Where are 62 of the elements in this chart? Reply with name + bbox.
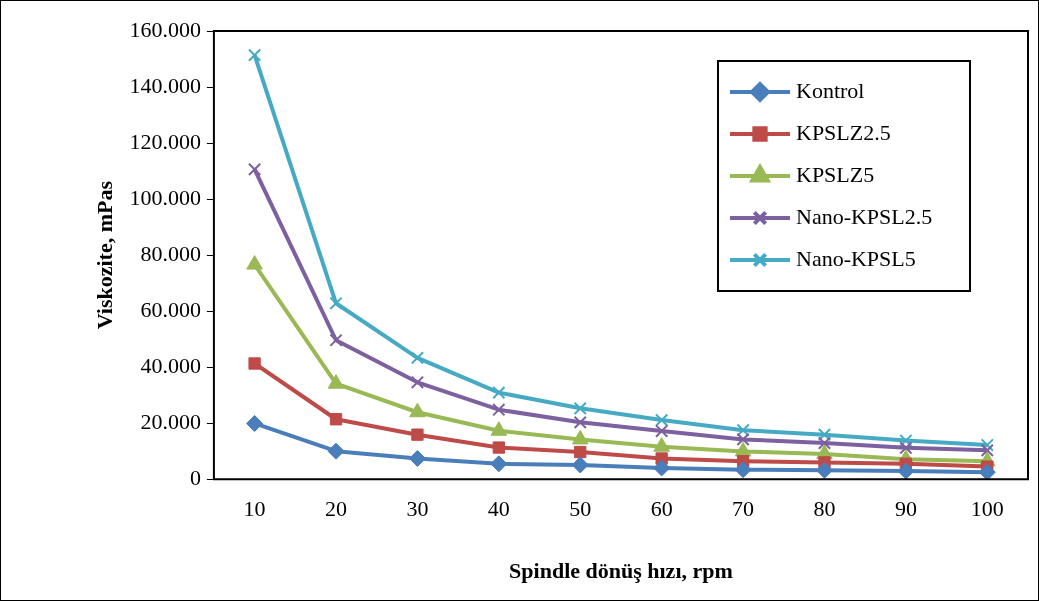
x-axis-title: Spindle dönüş hızı, rpm (509, 558, 733, 584)
x-tick-label: 60 (650, 496, 673, 522)
y-tick-label: 140.000 (129, 72, 201, 98)
y-tick-label: 40.000 (140, 352, 201, 378)
point (246, 414, 264, 432)
y-tick-label: 80.000 (140, 240, 201, 266)
point (248, 357, 261, 370)
point (734, 461, 752, 479)
x-tick-label: 80 (813, 496, 836, 522)
legend-label: KPSLZ5 (796, 161, 875, 187)
point (736, 432, 750, 447)
point (411, 428, 424, 441)
point (573, 415, 587, 429)
point (329, 413, 343, 426)
x-tick-label: 10 (243, 496, 266, 522)
point (899, 441, 913, 455)
legend-label: Nano-KPSL5 (796, 245, 916, 271)
point (492, 403, 506, 417)
legend-label: Kontrol (796, 77, 865, 103)
point (655, 413, 669, 427)
point (329, 296, 343, 310)
y-axis-title: Viskozite, mPas (91, 180, 117, 330)
y-tick-label: 100.000 (129, 184, 201, 210)
x-tick-label: 100 (970, 496, 1004, 522)
point (246, 255, 263, 270)
y-tick-label: 160.000 (129, 16, 201, 42)
x-tick-label: 20 (325, 496, 348, 522)
point (410, 351, 425, 365)
point (978, 463, 996, 480)
point (492, 385, 506, 400)
point (408, 449, 426, 467)
point (815, 461, 833, 479)
y-tick-label: 0 (189, 464, 201, 490)
point (817, 436, 832, 450)
x-tick-label: 30 (406, 496, 429, 522)
point (327, 442, 345, 460)
x-tick-label: 50 (569, 496, 592, 522)
y-tick-label: 60.000 (140, 296, 201, 322)
point (655, 424, 669, 438)
point (329, 333, 343, 347)
point (897, 462, 915, 480)
legend-label: Nano-KPSL2.5 (796, 203, 933, 229)
point (817, 428, 832, 442)
point (653, 459, 671, 477)
point (980, 443, 994, 457)
point (573, 401, 587, 415)
point (571, 456, 589, 474)
y-tick-label: 20.000 (140, 408, 201, 434)
point (247, 48, 262, 62)
x-tick-label: 70 (732, 496, 755, 522)
point (247, 162, 262, 177)
point (980, 438, 994, 452)
point (736, 423, 750, 437)
x-tick-label: 90 (894, 496, 917, 522)
point (490, 455, 508, 473)
y-tick-label: 120.000 (129, 128, 201, 154)
point (899, 433, 913, 448)
point (574, 445, 587, 459)
legend-label: KPSLZ2.5 (796, 119, 891, 145)
point (492, 441, 505, 454)
point (410, 375, 425, 389)
x-tick-label: 40 (487, 496, 510, 522)
